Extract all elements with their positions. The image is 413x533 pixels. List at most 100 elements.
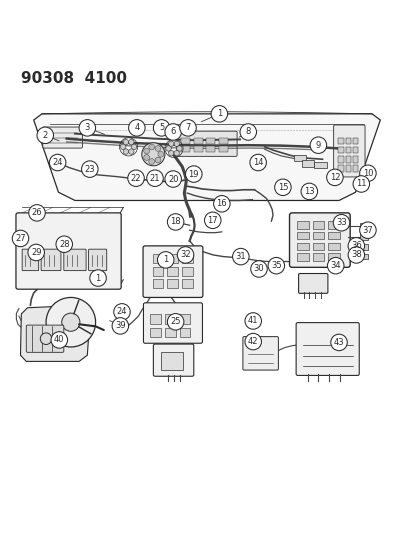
Circle shape <box>179 119 196 136</box>
Polygon shape <box>33 114 380 200</box>
FancyBboxPatch shape <box>242 337 278 370</box>
Text: 11: 11 <box>355 180 366 189</box>
Circle shape <box>28 244 44 261</box>
Circle shape <box>131 144 136 150</box>
Bar <box>337 156 343 163</box>
Circle shape <box>114 304 130 320</box>
Circle shape <box>300 183 317 200</box>
Bar <box>296 232 308 239</box>
Bar <box>193 138 202 143</box>
Circle shape <box>168 141 173 147</box>
Bar <box>160 352 183 370</box>
Bar <box>167 266 178 276</box>
Circle shape <box>143 155 149 160</box>
Bar <box>164 314 175 324</box>
Circle shape <box>146 170 163 187</box>
Bar <box>345 138 350 144</box>
Bar <box>328 232 339 239</box>
Circle shape <box>37 127 53 143</box>
Text: 39: 39 <box>115 321 126 330</box>
Circle shape <box>249 154 266 171</box>
Text: 16: 16 <box>216 199 227 208</box>
FancyBboxPatch shape <box>26 325 64 352</box>
Bar <box>352 156 358 163</box>
Bar <box>328 243 339 250</box>
Circle shape <box>173 150 179 156</box>
FancyBboxPatch shape <box>43 127 82 148</box>
Text: 30: 30 <box>253 264 263 273</box>
Text: 36: 36 <box>350 241 361 251</box>
Text: 18: 18 <box>170 217 180 227</box>
Text: 13: 13 <box>303 187 314 196</box>
Text: 15: 15 <box>277 183 287 192</box>
Text: 21: 21 <box>150 174 160 183</box>
Circle shape <box>332 214 349 231</box>
Circle shape <box>347 247 364 263</box>
Text: 9: 9 <box>315 141 320 150</box>
Bar <box>359 223 368 229</box>
Circle shape <box>213 196 230 212</box>
Text: 41: 41 <box>247 317 258 326</box>
Text: 33: 33 <box>335 218 346 227</box>
Text: 24: 24 <box>52 158 63 167</box>
Circle shape <box>123 140 128 145</box>
Circle shape <box>28 205 45 221</box>
Bar <box>150 314 160 324</box>
Circle shape <box>164 171 181 187</box>
Circle shape <box>250 261 267 277</box>
FancyBboxPatch shape <box>41 249 61 271</box>
Circle shape <box>12 230 28 247</box>
Bar <box>359 244 368 249</box>
Bar <box>359 234 368 240</box>
Circle shape <box>128 149 134 154</box>
Text: 38: 38 <box>350 251 361 260</box>
Text: 25: 25 <box>170 317 180 326</box>
Bar <box>352 147 358 154</box>
Text: 34: 34 <box>330 261 340 270</box>
Circle shape <box>128 140 134 145</box>
Bar <box>359 254 368 260</box>
Bar <box>352 138 358 144</box>
Bar <box>179 328 190 337</box>
Circle shape <box>155 146 161 151</box>
Text: 26: 26 <box>32 208 42 217</box>
Circle shape <box>359 165 375 182</box>
Circle shape <box>128 170 144 187</box>
Bar <box>296 253 308 261</box>
Circle shape <box>244 313 261 329</box>
Circle shape <box>148 144 154 150</box>
Circle shape <box>128 119 145 136</box>
Bar <box>181 146 190 152</box>
Circle shape <box>157 252 173 268</box>
Text: 28: 28 <box>59 240 69 249</box>
Circle shape <box>167 313 183 330</box>
Circle shape <box>211 106 227 122</box>
Circle shape <box>62 313 80 332</box>
Bar <box>337 147 343 154</box>
Bar <box>206 138 215 143</box>
Circle shape <box>46 297 95 347</box>
Text: 20: 20 <box>168 174 178 183</box>
Text: 10: 10 <box>362 169 372 177</box>
Circle shape <box>327 257 343 274</box>
Bar <box>337 138 343 144</box>
Circle shape <box>143 148 149 154</box>
FancyBboxPatch shape <box>143 303 202 343</box>
Bar <box>152 254 163 263</box>
Circle shape <box>168 150 173 156</box>
Bar <box>182 254 192 263</box>
Text: 43: 43 <box>333 338 344 347</box>
Bar <box>193 146 202 152</box>
Text: 3: 3 <box>84 123 90 132</box>
Circle shape <box>51 332 67 348</box>
Bar <box>179 314 190 324</box>
Circle shape <box>112 318 128 334</box>
Circle shape <box>326 169 342 185</box>
FancyBboxPatch shape <box>289 213 349 268</box>
Bar <box>218 138 227 143</box>
FancyBboxPatch shape <box>16 213 121 289</box>
Text: 24: 24 <box>116 308 127 317</box>
FancyBboxPatch shape <box>22 249 38 271</box>
Text: 19: 19 <box>188 169 199 179</box>
Text: 4: 4 <box>134 123 139 132</box>
